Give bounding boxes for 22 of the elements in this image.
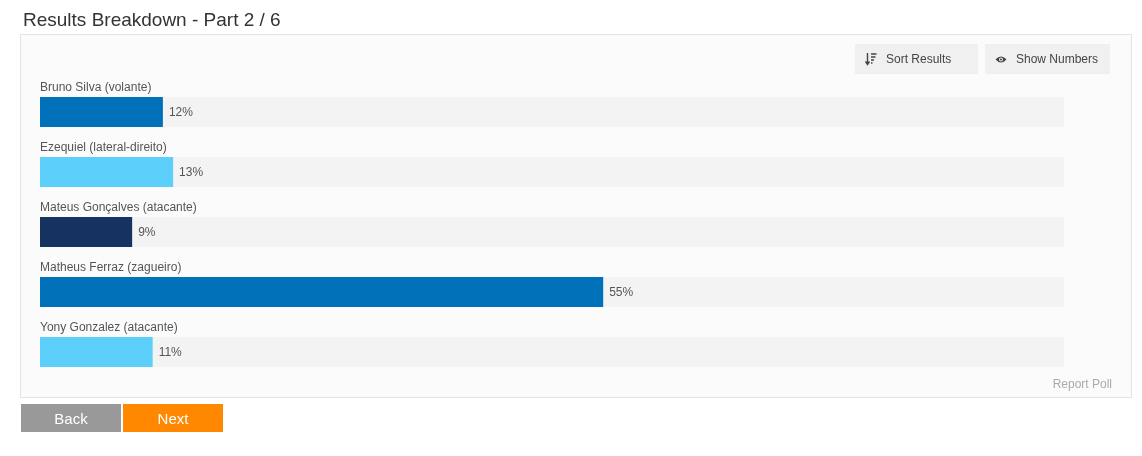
y-tick-label: Matheus Ferraz (zagueiro) [40,260,182,274]
data-label: 12% [168,105,194,119]
bar [40,97,163,127]
show-numbers-button[interactable]: Show Numbers [985,44,1110,74]
annotation: Show Numbers [1016,52,1099,66]
annotation: Sort Results [886,52,952,66]
y-tick-label: Yony Gonzalez (atacante) [40,320,178,334]
data-label: 13% [179,165,204,179]
y-tick-label: Mateus Gonçalves (atacante) [40,200,197,214]
chart-title: Results Breakdown - Part 2 / 6 [23,9,281,30]
next-button[interactable]: Next [123,404,223,432]
y-tick-label: Bruno Silva (volante) [40,80,152,94]
data-label: 9% [138,225,156,239]
sort-button[interactable]: Sort Results [855,44,978,74]
y-tick-label: Ezequiel (lateral-direito) [40,140,167,154]
back-button[interactable]: Back [21,404,121,432]
bar [40,157,174,187]
bar [40,337,153,367]
report-link[interactable]: Report Poll [1052,377,1112,391]
data-label: 55% [609,285,634,299]
data-label: 11% [158,345,183,359]
bar [40,217,133,247]
